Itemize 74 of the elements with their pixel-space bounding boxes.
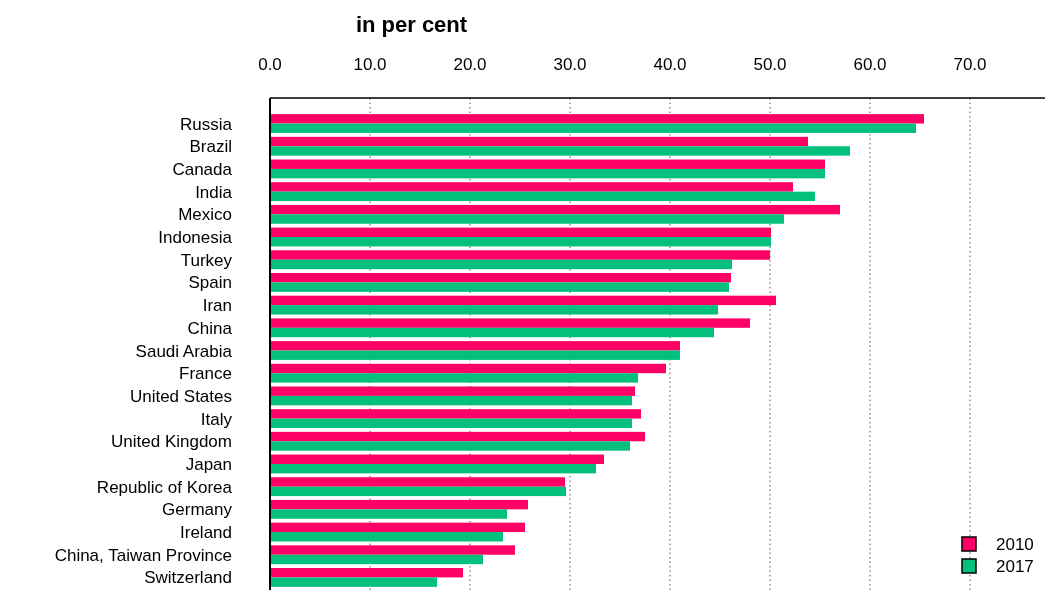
x-tick-label: 50.0 [753,55,787,74]
bar [270,418,632,428]
bar [270,123,916,133]
bar [270,499,528,510]
y-tick-label: Switzerland [144,568,232,588]
y-tick-label: Canada [172,159,233,179]
bar [270,454,604,464]
bar [270,318,750,328]
y-tick-label: Indonesia [158,228,233,248]
x-axis-title: in per cent [355,12,468,37]
bar [270,168,825,179]
y-tick-label: India [195,182,233,202]
y-tick-label: Spain [188,273,232,293]
bar [270,363,666,374]
y-tick-label: Russia [180,114,233,134]
x-tick-label: 0.0 [258,55,282,74]
legend-label: 2010 [996,535,1034,554]
bar [270,395,632,406]
bar [270,237,771,247]
bar [270,305,718,315]
y-tick-label: Republic of Korea [96,477,233,497]
bar [270,273,731,283]
bar [270,191,815,202]
x-tick-label: 10.0 [353,55,387,74]
bar [270,577,437,587]
y-tick-label: United Kingdom [111,432,232,452]
bar [270,409,641,419]
x-tick-label: 40.0 [653,55,687,74]
bar [270,159,825,169]
x-tick-label: 20.0 [453,55,487,74]
bar [270,477,565,487]
y-tick-label: China, Taiwan Province [54,545,232,565]
y-tick-label: Brazil [189,137,232,157]
bar [270,522,525,533]
bar [270,327,714,338]
bar [270,204,840,215]
bar [270,350,680,360]
bar [270,431,645,442]
bar [270,114,924,124]
x-tick-label: 60.0 [853,55,887,74]
bar [270,545,515,555]
bar [270,509,507,519]
bar [270,259,732,270]
bar [270,341,680,351]
y-tick-label: Iran [202,296,232,316]
y-tick-label: Saudi Arabia [135,341,233,361]
x-tick-label: 70.0 [953,55,987,74]
bar [270,441,630,451]
y-tick-label: Ireland [180,523,232,543]
bar [270,136,808,147]
y-tick-label: Mexico [178,205,232,225]
x-tick-label: 30.0 [553,55,587,74]
bar [270,532,503,542]
bar [270,386,635,396]
bar [270,486,566,497]
bar [270,373,638,383]
bar [270,554,483,565]
y-tick-label: China [187,318,233,338]
y-tick-label: Germany [162,500,233,520]
legend-label: 2017 [996,557,1034,576]
bar [270,146,850,156]
y-tick-label: Italy [200,409,233,429]
bar [270,250,770,260]
y-tick-label: France [179,364,232,384]
bar [270,282,729,292]
bar [270,227,771,238]
y-tick-label: Turkey [180,250,233,270]
y-tick-label: United States [129,386,232,406]
bar [270,568,463,578]
bar [270,214,784,224]
y-tick-label: Japan [185,454,232,474]
bar [270,295,776,306]
bar [270,182,793,192]
bar [270,463,596,474]
